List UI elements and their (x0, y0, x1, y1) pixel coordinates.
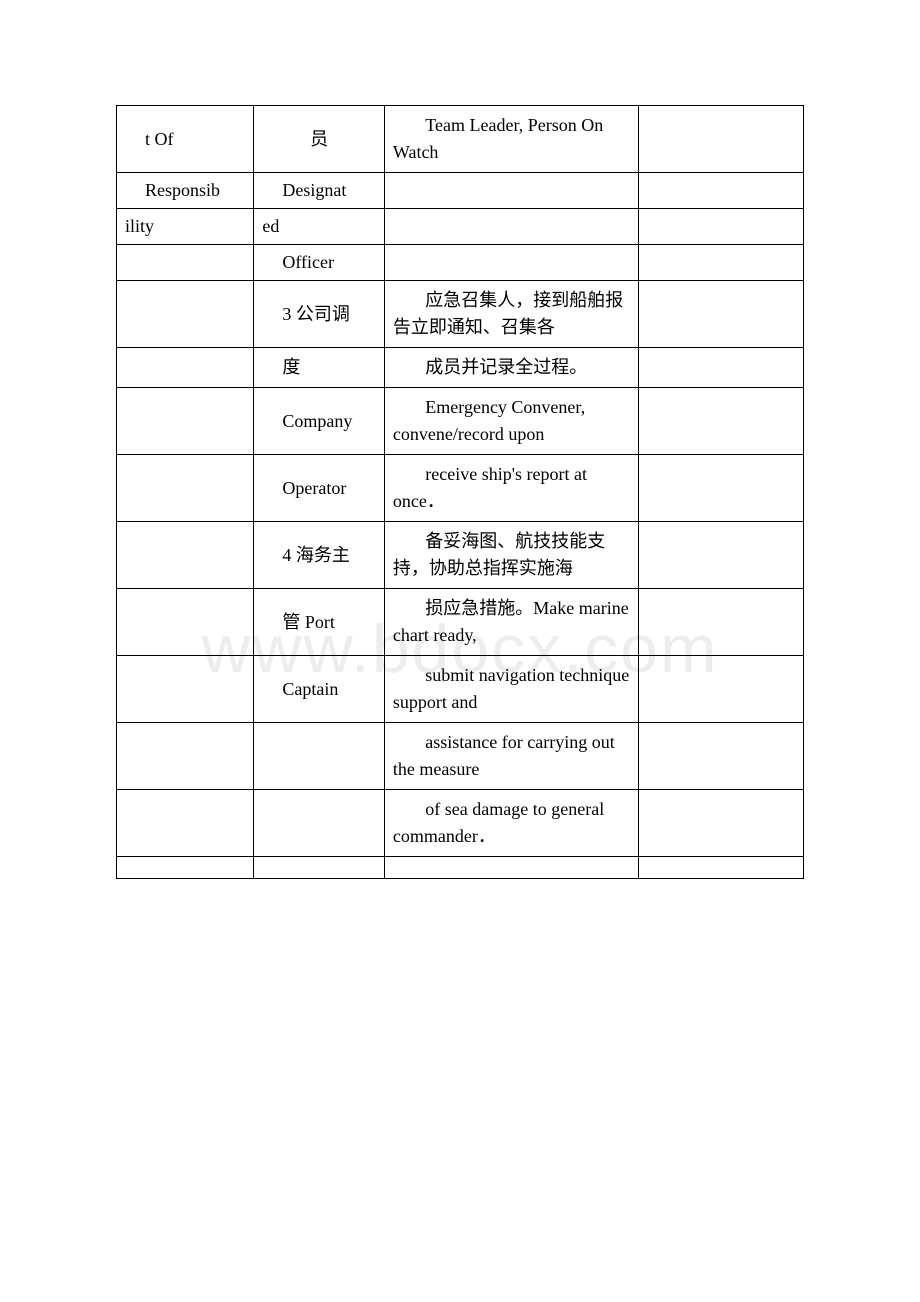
table-cell (639, 790, 804, 857)
table-cell: Captain (254, 656, 385, 723)
table-row: assistance for carrying out the measure (117, 723, 804, 790)
table-cell: ed (254, 209, 385, 245)
cell-text: 应急召集人，接到船舶报告立即通知、召集各 (393, 287, 630, 341)
table-cell (639, 388, 804, 455)
table-cell (384, 857, 638, 879)
table-cell (639, 522, 804, 589)
table-cell (254, 723, 385, 790)
table-cell: 员 (254, 106, 385, 173)
table-cell (117, 455, 254, 522)
table-cell: Officer (254, 245, 385, 281)
table-row: t Of 员 Team Leader, Person On Watch (117, 106, 804, 173)
table-cell: Company (254, 388, 385, 455)
table-cell (639, 173, 804, 209)
cell-text: 4 海务主 (262, 545, 350, 565)
table-cell (639, 281, 804, 348)
table-cell: Emergency Convener, convene/record upon (384, 388, 638, 455)
table-cell (639, 589, 804, 656)
table-cell (639, 106, 804, 173)
table-cell (639, 348, 804, 388)
table-cell: t Of (117, 106, 254, 173)
table-row: Operator receive ship's report at once． (117, 455, 804, 522)
table-cell (117, 281, 254, 348)
table-row: Officer (117, 245, 804, 281)
cell-text: 管 Port (262, 612, 335, 632)
table-cell (384, 245, 638, 281)
cell-text: assistance for carrying out the measure (393, 729, 630, 783)
table-cell (117, 656, 254, 723)
table-row: of sea damage to general commander． (117, 790, 804, 857)
cell-text: Responsib (125, 180, 220, 200)
table-cell: ility (117, 209, 254, 245)
table-cell (117, 723, 254, 790)
table-cell: 管 Port (254, 589, 385, 656)
table-cell: 应急召集人，接到船舶报告立即通知、召集各 (384, 281, 638, 348)
table-cell: assistance for carrying out the measure (384, 723, 638, 790)
table-cell (384, 209, 638, 245)
table-cell (117, 857, 254, 879)
table-cell: of sea damage to general commander． (384, 790, 638, 857)
table-cell (639, 857, 804, 879)
cell-text: Team Leader, Person On Watch (393, 112, 630, 166)
table-row: Company Emergency Convener, convene/reco… (117, 388, 804, 455)
table-cell: 损应急措施。Make marine chart ready, (384, 589, 638, 656)
table-cell (254, 857, 385, 879)
cell-text: 度 (262, 357, 300, 377)
table-cell (117, 522, 254, 589)
cell-text: submit navigation technique support and (393, 662, 630, 716)
table-row: 3 公司调 应急召集人，接到船舶报告立即通知、召集各 (117, 281, 804, 348)
table-cell: Operator (254, 455, 385, 522)
table-cell (639, 209, 804, 245)
table-row (117, 857, 804, 879)
table-cell (639, 656, 804, 723)
table-cell: 度 (254, 348, 385, 388)
table-cell (117, 589, 254, 656)
table-row: 4 海务主 备妥海图、航技技能支持，协助总指挥实施海 (117, 522, 804, 589)
table-cell: 4 海务主 (254, 522, 385, 589)
cell-text: receive ship's report at once． (393, 461, 630, 515)
content-table: t Of 员 Team Leader, Person On Watch Resp… (116, 105, 804, 879)
table-cell (384, 173, 638, 209)
table-cell (639, 455, 804, 522)
cell-text: 损应急措施。Make marine chart ready, (393, 595, 630, 649)
table-cell (117, 245, 254, 281)
table-cell (117, 388, 254, 455)
cell-text: 备妥海图、航技技能支持，协助总指挥实施海 (393, 528, 630, 582)
cell-text: ility (125, 216, 154, 236)
cell-text: t Of (125, 129, 174, 149)
cell-text: 员 (310, 129, 328, 149)
table-row: ility ed (117, 209, 804, 245)
table-row: 度 成员并记录全过程。 (117, 348, 804, 388)
table-cell: receive ship's report at once． (384, 455, 638, 522)
cell-text: ed (262, 216, 279, 236)
table-cell (117, 348, 254, 388)
table-cell: Responsib (117, 173, 254, 209)
cell-text: Captain (262, 679, 338, 699)
cell-text: Company (262, 411, 352, 431)
cell-text: Designat (262, 180, 346, 200)
table-cell: submit navigation technique support and (384, 656, 638, 723)
cell-text: Operator (262, 478, 346, 498)
table-cell (639, 245, 804, 281)
table-cell: 备妥海图、航技技能支持，协助总指挥实施海 (384, 522, 638, 589)
table-cell: 成员并记录全过程。 (384, 348, 638, 388)
cell-text: 3 公司调 (262, 304, 350, 324)
table-row: Captain submit navigation technique supp… (117, 656, 804, 723)
table-cell (254, 790, 385, 857)
table-cell (639, 723, 804, 790)
table-cell: Designat (254, 173, 385, 209)
cell-text: Officer (262, 252, 334, 272)
cell-text: 成员并记录全过程。 (393, 354, 630, 381)
table-row: 管 Port 损应急措施。Make marine chart ready, (117, 589, 804, 656)
table-cell: 3 公司调 (254, 281, 385, 348)
page-container: t Of 员 Team Leader, Person On Watch Resp… (0, 0, 920, 979)
table-cell (117, 790, 254, 857)
table-row: Responsib Designat (117, 173, 804, 209)
table-cell: Team Leader, Person On Watch (384, 106, 638, 173)
cell-text: Emergency Convener, convene/record upon (393, 394, 630, 448)
cell-text: of sea damage to general commander． (393, 796, 630, 850)
